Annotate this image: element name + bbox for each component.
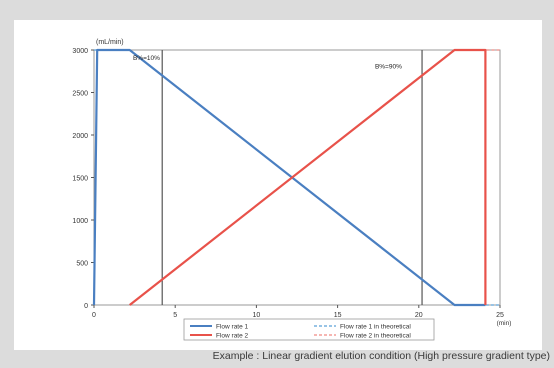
series-line-3 bbox=[94, 49, 500, 306]
x-tick-label: 10 bbox=[253, 312, 261, 319]
series-line-1 bbox=[92, 48, 486, 307]
plot-frame bbox=[93, 49, 501, 306]
x-tick-label: 20 bbox=[415, 312, 423, 319]
x-axis-label: (min) bbox=[497, 320, 512, 327]
x-tick-label: 5 bbox=[173, 312, 177, 319]
y-tick-label: 2000 bbox=[72, 133, 88, 140]
x-tick-label: 0 bbox=[92, 312, 96, 319]
legend-box bbox=[183, 318, 435, 341]
chart-panel: 0 500 1000 1500 2000 2500 3000 0 5 10 15 20 25 (mL/mi… bbox=[14, 20, 542, 350]
annotation-label: B%=90% bbox=[375, 64, 402, 71]
legend-label-4: Flow rate 2 in theoretical bbox=[340, 333, 411, 340]
legend-label-2: Flow rate 2 bbox=[216, 333, 249, 340]
annotation-label: B%=10% bbox=[133, 55, 160, 62]
x-tick-label: 25 bbox=[496, 312, 504, 319]
y-tick-label: 2500 bbox=[72, 91, 88, 98]
line-chart: 0 500 1000 1500 2000 2500 3000 0 5 10 15 20 25 (mL/mi… bbox=[72, 39, 512, 341]
series-line-2 bbox=[129, 48, 487, 306]
y-tick-label: 3000 bbox=[72, 48, 88, 55]
y-axis-label: (mL/min) bbox=[96, 39, 124, 46]
legend-label-3: Flow rate 1 in theoretical bbox=[340, 324, 411, 331]
x-tick-label: 15 bbox=[334, 312, 342, 319]
figure-caption: Example : Linear gradient elution condit… bbox=[212, 350, 550, 362]
y-tick-label: 500 bbox=[76, 261, 88, 268]
series-line-4 bbox=[129, 49, 500, 306]
y-tick-label: 1500 bbox=[72, 176, 88, 183]
y-tick-label: 0 bbox=[84, 303, 88, 310]
y-tick-label: 1000 bbox=[72, 218, 88, 225]
legend-label-1: Flow rate 1 bbox=[216, 324, 249, 331]
